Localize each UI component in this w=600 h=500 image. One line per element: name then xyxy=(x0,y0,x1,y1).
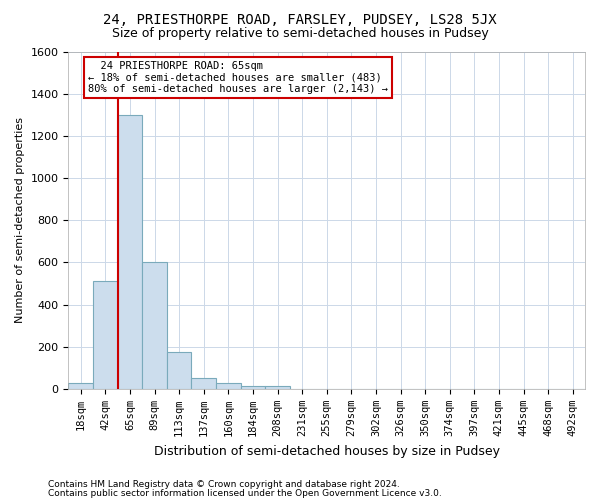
Bar xyxy=(191,378,216,389)
Bar xyxy=(265,386,290,389)
Text: Contains public sector information licensed under the Open Government Licence v3: Contains public sector information licen… xyxy=(48,489,442,498)
Text: 24 PRIESTHORPE ROAD: 65sqm
← 18% of semi-detached houses are smaller (483)
80% o: 24 PRIESTHORPE ROAD: 65sqm ← 18% of semi… xyxy=(88,61,388,94)
Bar xyxy=(216,382,241,389)
Y-axis label: Number of semi-detached properties: Number of semi-detached properties xyxy=(15,117,25,323)
Bar xyxy=(241,386,265,389)
Text: Contains HM Land Registry data © Crown copyright and database right 2024.: Contains HM Land Registry data © Crown c… xyxy=(48,480,400,489)
Bar xyxy=(142,262,167,389)
Bar xyxy=(68,382,93,389)
Bar xyxy=(93,282,118,389)
Text: 24, PRIESTHORPE ROAD, FARSLEY, PUDSEY, LS28 5JX: 24, PRIESTHORPE ROAD, FARSLEY, PUDSEY, L… xyxy=(103,12,497,26)
Text: Size of property relative to semi-detached houses in Pudsey: Size of property relative to semi-detach… xyxy=(112,28,488,40)
X-axis label: Distribution of semi-detached houses by size in Pudsey: Distribution of semi-detached houses by … xyxy=(154,444,500,458)
Bar xyxy=(118,115,142,389)
Bar xyxy=(167,352,191,389)
